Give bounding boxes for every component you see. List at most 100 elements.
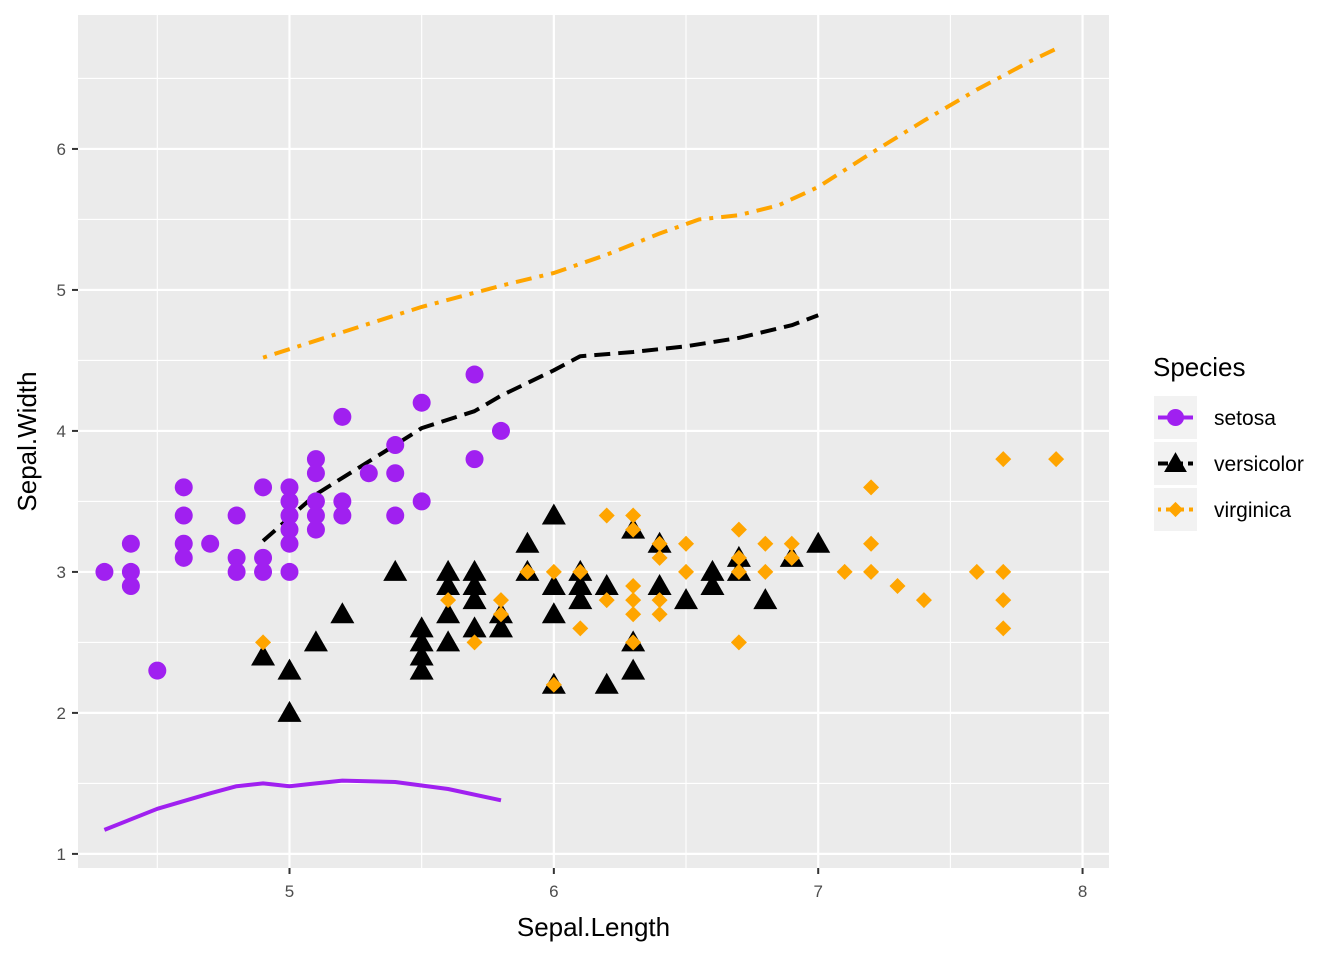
virginica-point [730, 563, 747, 580]
setosa-point [465, 450, 484, 469]
versicolor-point [409, 616, 434, 638]
x-tick-label: 5 [285, 882, 294, 901]
virginica-point [995, 620, 1012, 637]
versicolor-point [436, 559, 461, 581]
versicolor-point [330, 602, 355, 624]
setosa-point [333, 407, 352, 426]
virginica-point [651, 606, 668, 623]
setosa-point [254, 548, 273, 567]
versicolor-point [436, 574, 461, 596]
versicolor-point [541, 503, 566, 525]
virginica-point [1048, 451, 1065, 468]
x-axis-title: Sepal.Length [517, 912, 670, 942]
setosa-point [201, 534, 220, 553]
setosa-point [412, 492, 431, 511]
versicolor-point [462, 616, 487, 638]
y-axis-title: Sepal.Width [12, 371, 42, 511]
versicolor-point [621, 658, 646, 680]
setosa-point [280, 506, 299, 525]
versicolor-point [383, 559, 408, 581]
setosa-point [333, 506, 352, 525]
versicolor-point [409, 644, 434, 666]
setosa-point [121, 562, 140, 581]
versicolor-point [436, 630, 461, 652]
virginica-point [651, 592, 668, 609]
versicolor-point [674, 588, 699, 610]
virginica-points [255, 451, 1065, 693]
virginica-point [598, 507, 615, 524]
virginica-point [995, 563, 1012, 580]
legend-key-marker [1166, 408, 1185, 427]
data-points [95, 365, 1065, 722]
virginica-point [651, 535, 668, 552]
setosa-point [227, 562, 246, 581]
setosa-point [280, 478, 299, 497]
versicolor-point [753, 588, 778, 610]
legend-label-virginica: virginica [1214, 499, 1291, 522]
setosa-point [306, 464, 325, 483]
virginica-point [730, 521, 747, 538]
major-grid [78, 15, 1109, 868]
virginica-point [466, 634, 483, 651]
setosa-point [386, 436, 405, 455]
versicolor-point [700, 559, 725, 581]
virginica-point [625, 507, 642, 524]
legend-key-setosa: setosa [1154, 396, 1276, 439]
versicolor-point [462, 588, 487, 610]
setosa-point [174, 534, 193, 553]
setosa-point [254, 562, 273, 581]
virginica-point [545, 676, 562, 693]
virginica-point [678, 535, 695, 552]
versicolor-point [594, 672, 619, 694]
y-tick-label: 1 [57, 845, 66, 864]
x-axis: 5 6 7 8 [285, 868, 1087, 901]
versicolor-point [806, 531, 831, 553]
setosa-point [280, 520, 299, 539]
setosa-point [227, 506, 246, 525]
versicolor-trend-line [261, 313, 819, 543]
virginica-point [625, 592, 642, 609]
virginica-point [545, 563, 562, 580]
legend-key-marker [1164, 452, 1187, 473]
versicolor-point [568, 588, 593, 610]
virginica-point [678, 563, 695, 580]
virginica-point [995, 592, 1012, 609]
virginica-point [492, 592, 509, 609]
setosa-point [174, 548, 193, 567]
virginica-point [255, 634, 272, 651]
virginica-point [889, 578, 906, 595]
legend-key-marker [1167, 501, 1184, 518]
virginica-point [651, 549, 668, 566]
legend-key-versicolor: versicolor [1154, 442, 1304, 485]
versicolor-point [541, 602, 566, 624]
virginica-point [730, 634, 747, 651]
virginica-point [572, 563, 589, 580]
virginica-point [863, 535, 880, 552]
y-tick-label: 3 [57, 563, 66, 582]
virginica-point [492, 606, 509, 623]
y-tick-label: 6 [57, 140, 66, 159]
virginica-point [915, 592, 932, 609]
setosa-point [465, 365, 484, 384]
setosa-point [306, 492, 325, 511]
setosa-point [280, 562, 299, 581]
setosa-point [254, 478, 273, 497]
setosa-point [280, 492, 299, 511]
versicolor-point [647, 574, 672, 596]
plot-panel [78, 15, 1109, 868]
legend-key-virginica: virginica [1154, 488, 1291, 531]
virginica-point [757, 535, 774, 552]
virginica-trend-line [262, 46, 1057, 360]
trend-lines [103, 46, 1057, 832]
setosa-point [227, 548, 246, 567]
legend: Species setosa versicolor virginica [1153, 352, 1304, 531]
virginica-point [625, 634, 642, 651]
setosa-point [491, 421, 510, 440]
versicolor-point [568, 574, 593, 596]
x-tick-label: 7 [813, 882, 822, 901]
versicolor-point [277, 658, 302, 680]
y-tick-label: 5 [57, 281, 66, 300]
virginica-point [995, 451, 1012, 468]
virginica-point [863, 563, 880, 580]
versicolor-point [409, 658, 434, 680]
